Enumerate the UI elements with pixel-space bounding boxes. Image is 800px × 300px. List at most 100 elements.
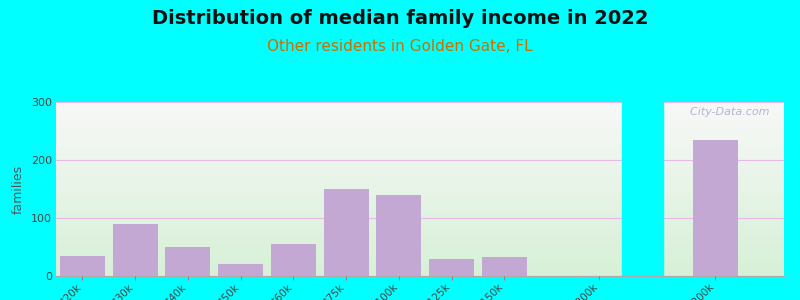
Bar: [56, 236, 784, 237]
Bar: [56, 168, 784, 169]
Bar: [56, 137, 784, 138]
Bar: [482, 257, 527, 276]
Bar: [56, 102, 784, 103]
Bar: [56, 178, 784, 179]
Bar: [56, 251, 784, 252]
Bar: [56, 189, 784, 190]
Bar: [56, 157, 784, 158]
Bar: [56, 133, 784, 134]
Bar: [56, 117, 784, 118]
Bar: [56, 216, 784, 217]
Bar: [56, 183, 784, 184]
Bar: [56, 209, 784, 210]
Bar: [56, 246, 784, 247]
Bar: [56, 182, 784, 183]
Bar: [56, 196, 784, 197]
Bar: [56, 187, 784, 188]
Bar: [56, 253, 784, 254]
Bar: [56, 263, 784, 264]
Bar: [56, 113, 784, 114]
Bar: [324, 189, 369, 276]
Bar: [56, 103, 784, 104]
Bar: [56, 123, 784, 124]
Bar: [430, 259, 474, 276]
Bar: [56, 264, 784, 265]
Bar: [56, 177, 784, 178]
Bar: [56, 132, 784, 133]
Bar: [56, 206, 784, 207]
Bar: [56, 128, 784, 129]
Bar: [56, 199, 784, 200]
Bar: [56, 226, 784, 227]
Bar: [377, 195, 422, 276]
Bar: [56, 173, 784, 174]
Bar: [56, 118, 784, 119]
Bar: [56, 257, 784, 258]
Bar: [56, 152, 784, 153]
Bar: [56, 145, 784, 146]
Bar: [56, 172, 784, 173]
Bar: [56, 156, 784, 157]
Bar: [56, 240, 784, 241]
Bar: [56, 215, 784, 216]
Bar: [166, 247, 210, 276]
Bar: [56, 142, 784, 143]
Bar: [693, 140, 738, 276]
Bar: [56, 169, 784, 170]
Bar: [56, 143, 784, 144]
Bar: [56, 154, 784, 155]
Bar: [56, 110, 784, 111]
Bar: [56, 258, 784, 259]
Bar: [56, 165, 784, 166]
Bar: [56, 205, 784, 206]
Bar: [56, 213, 784, 214]
Bar: [56, 244, 784, 245]
Bar: [56, 243, 784, 244]
Bar: [56, 126, 784, 127]
Bar: [56, 184, 784, 185]
Bar: [56, 255, 784, 256]
Bar: [56, 275, 784, 276]
Bar: [56, 164, 784, 165]
Bar: [56, 237, 784, 238]
Bar: [56, 249, 784, 250]
Bar: [430, 259, 474, 276]
Bar: [56, 119, 784, 120]
Bar: [56, 153, 784, 154]
Bar: [56, 191, 784, 192]
Bar: [56, 259, 784, 260]
Bar: [56, 124, 784, 125]
Bar: [56, 155, 784, 156]
Bar: [56, 179, 784, 180]
Bar: [56, 271, 784, 272]
Bar: [56, 245, 784, 246]
Bar: [56, 232, 784, 233]
Bar: [56, 211, 784, 212]
Bar: [56, 111, 784, 112]
Bar: [56, 195, 784, 196]
Bar: [56, 204, 784, 205]
Bar: [56, 193, 784, 194]
Bar: [56, 198, 784, 199]
Bar: [56, 120, 784, 121]
Bar: [56, 219, 784, 220]
Bar: [56, 239, 784, 240]
Bar: [56, 160, 784, 161]
Bar: [56, 161, 784, 162]
Bar: [56, 241, 784, 242]
Bar: [56, 171, 784, 172]
Bar: [56, 197, 784, 198]
Bar: [56, 218, 784, 219]
Bar: [56, 228, 784, 229]
Bar: [56, 185, 784, 186]
Bar: [482, 257, 527, 276]
Bar: [56, 233, 784, 234]
Bar: [56, 224, 784, 225]
Bar: [56, 252, 784, 253]
Text: Distribution of median family income in 2022: Distribution of median family income in …: [152, 9, 648, 28]
Bar: [56, 214, 784, 215]
Bar: [56, 194, 784, 195]
Bar: [56, 166, 784, 167]
Bar: [60, 256, 105, 276]
Bar: [56, 114, 784, 115]
